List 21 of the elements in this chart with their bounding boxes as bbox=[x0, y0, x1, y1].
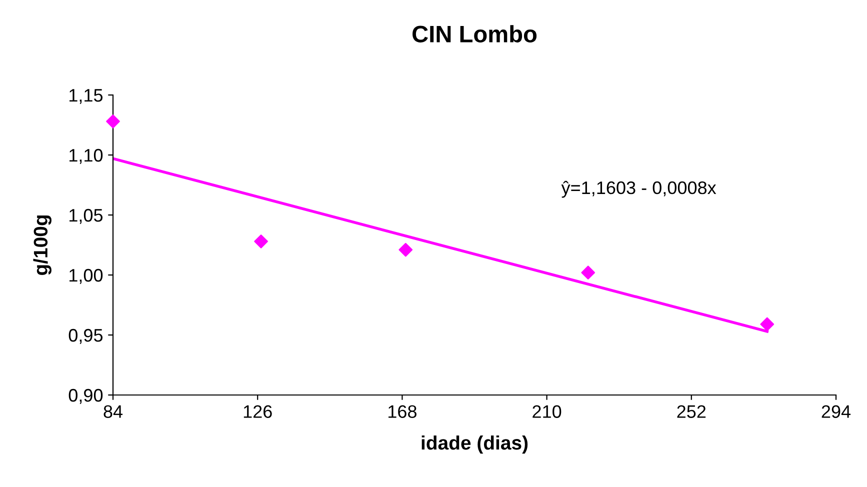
y-tick-label: 0,90 bbox=[68, 388, 103, 404]
y-tick-label: 1,00 bbox=[70, 268, 103, 284]
annotation: ŷ=1,1603 - 0,0008x bbox=[561, 180, 716, 198]
x-tick-label: 168 bbox=[388, 405, 416, 418]
point bbox=[106, 114, 120, 128]
x-tick-label: 126 bbox=[244, 405, 272, 418]
y-tick-label: 0,95 bbox=[68, 328, 103, 344]
y-axis-title: g/100g bbox=[33, 216, 52, 275]
x-tick-label: 252 bbox=[677, 405, 706, 418]
point bbox=[581, 266, 596, 280]
x-tick-label: 84 bbox=[104, 405, 123, 418]
point bbox=[254, 234, 268, 248]
point bbox=[398, 242, 413, 257]
x-tick-label: 210 bbox=[532, 405, 562, 418]
chart-title: CIN Lombo bbox=[412, 25, 537, 42]
x-tick-label: 294 bbox=[822, 405, 851, 418]
y-tick-label: 1,05 bbox=[70, 208, 103, 224]
x-axis-title: idade (dias) bbox=[422, 435, 528, 454]
y-tick-label: 1,10 bbox=[70, 148, 103, 164]
y-tick-label: 1,15 bbox=[70, 89, 103, 104]
point bbox=[760, 317, 774, 332]
